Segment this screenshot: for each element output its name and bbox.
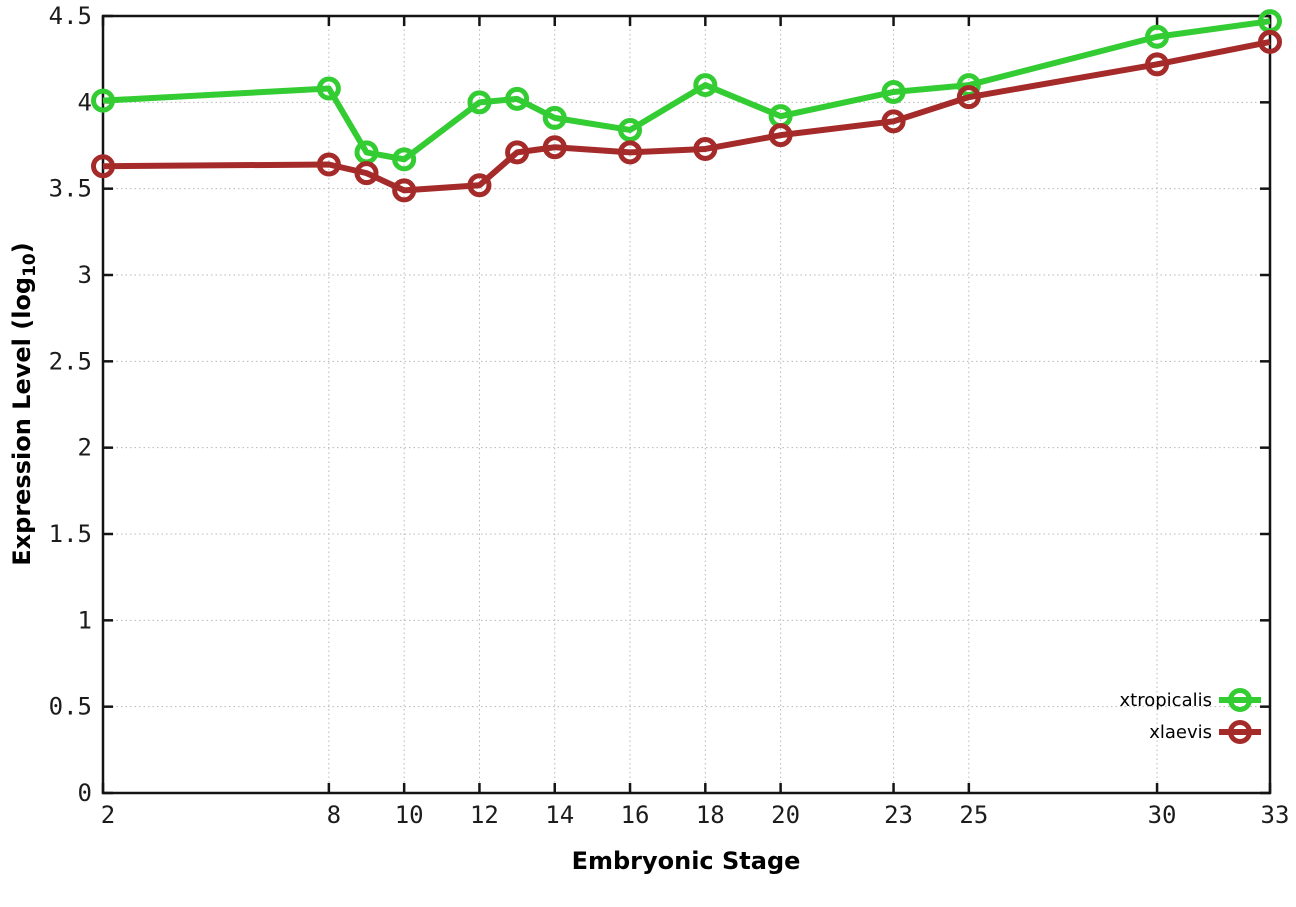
- series-xlaevis: [91, 29, 1282, 203]
- legend-label-xtropicalis: xtropicalis: [1120, 690, 1212, 711]
- data-point-xtropicalis: [316, 76, 341, 101]
- data-point-xtropicalis: [505, 86, 530, 111]
- y-tick-label: 3: [78, 261, 92, 289]
- tick-labels: 2 8 10 12 14 16 18 20 23 25 30 33 0 0.5 1 1.5 2 2.5 3 3.5 4 4…: [49, 2, 1290, 829]
- data-point-xtropicalis: [693, 73, 718, 98]
- data-point-xlaevis: [618, 140, 643, 165]
- x-tick-label: 16: [621, 801, 650, 829]
- data-point-xlaevis: [693, 136, 718, 161]
- legend-label-xlaevis: xlaevis: [1149, 722, 1212, 743]
- x-tick-label: 2: [101, 801, 115, 829]
- data-point-xlaevis: [354, 161, 379, 186]
- x-tick-label: 20: [771, 801, 800, 829]
- x-tick-label: 33: [1261, 801, 1290, 829]
- legend-marker-xlaevis: [1228, 720, 1252, 744]
- x-tick-label: 30: [1148, 801, 1177, 829]
- data-point-xtropicalis: [392, 147, 417, 172]
- data-point-xlaevis: [881, 109, 906, 134]
- x-tick-label: 8: [327, 801, 341, 829]
- plot-border: [101, 14, 1272, 795]
- x-tick-label: 23: [884, 801, 913, 829]
- y-tick-label: 2: [78, 434, 92, 462]
- data-point-xtropicalis: [1145, 24, 1170, 49]
- data-point-xlaevis: [316, 152, 341, 177]
- y-tick-label: 0.5: [49, 693, 92, 721]
- data-point-xtropicalis: [881, 79, 906, 104]
- x-tick-label: 12: [470, 801, 499, 829]
- data-point-xtropicalis: [467, 90, 492, 115]
- y-axis-title-subscript: 10: [20, 253, 40, 277]
- data-point-xlaevis: [542, 135, 567, 160]
- data-point-xtropicalis: [618, 117, 643, 142]
- data-point-xlaevis: [91, 154, 115, 179]
- x-tick-label: 18: [696, 801, 725, 829]
- y-tick-label: 4: [78, 88, 92, 116]
- tick-marks: [101, 14, 1272, 795]
- y-tick-label: 1.5: [49, 520, 92, 548]
- gridlines: [102, 15, 1271, 794]
- data-point-xtropicalis: [542, 105, 567, 130]
- data-point-xlaevis: [1258, 29, 1282, 54]
- y-tick-label: 1: [78, 606, 92, 634]
- series-line-xlaevis: [102, 38, 1271, 194]
- series-line-xtropicalis: [102, 18, 1271, 163]
- legend-marker-xtropicalis: [1228, 688, 1252, 712]
- x-tick-label: 25: [959, 801, 988, 829]
- x-tick-label: 14: [545, 801, 574, 829]
- data-point-xlaevis: [768, 123, 793, 148]
- x-axis-title: Embryonic Stage: [572, 847, 801, 875]
- y-tick-label: 3.5: [49, 175, 92, 203]
- y-axis-title-suffix: ): [8, 242, 36, 253]
- y-tick-label: 4.5: [49, 2, 92, 30]
- x-tick-label: 10: [395, 801, 424, 829]
- data-point-xlaevis: [1145, 52, 1170, 77]
- legend: xtropicalis xlaevis: [1120, 688, 1261, 744]
- data-point-xlaevis: [392, 178, 417, 203]
- data-point-xlaevis: [467, 173, 492, 198]
- y-axis-title: Expression Level (log10): [8, 242, 40, 565]
- data-point-xlaevis: [505, 140, 530, 165]
- y-tick-label: 0: [78, 779, 92, 807]
- y-axis-title-text: Expression Level (log: [8, 277, 36, 566]
- series-xtropicalis: [91, 9, 1282, 172]
- data-point-xtropicalis: [91, 88, 115, 113]
- y-tick-label: 2.5: [49, 347, 92, 375]
- data-point-xlaevis: [956, 85, 981, 110]
